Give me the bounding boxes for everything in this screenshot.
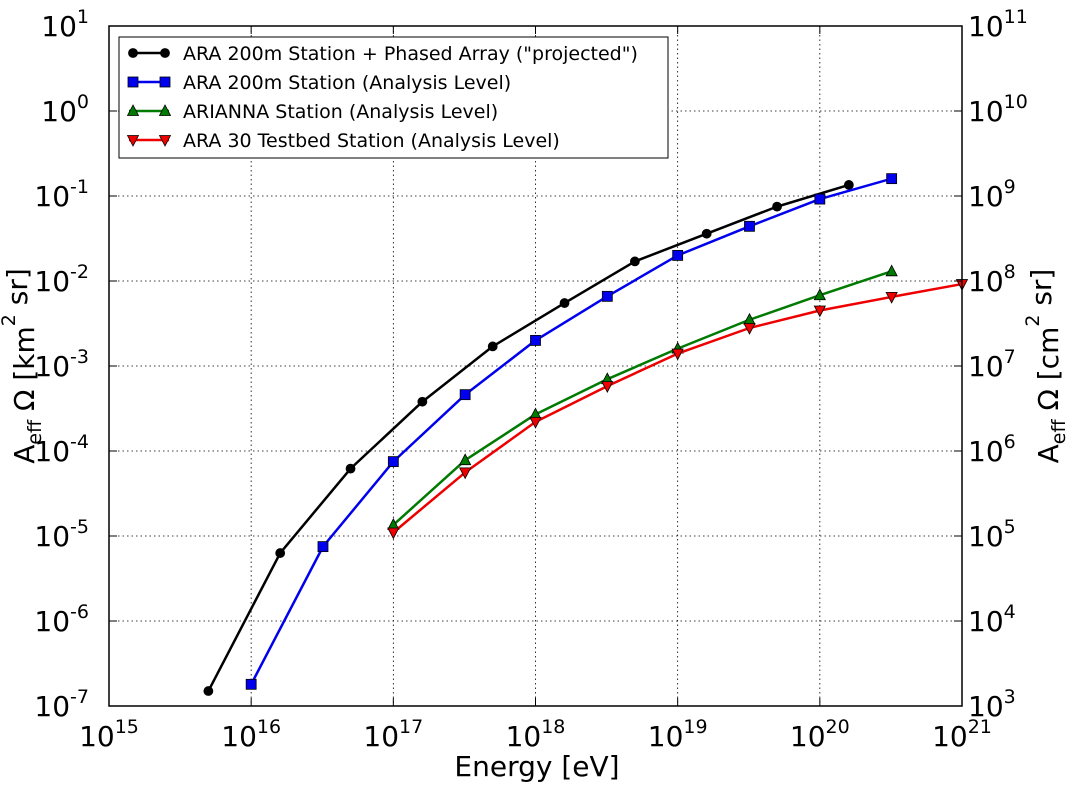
x-tick-label: 1020 xyxy=(790,716,850,753)
legend-marker xyxy=(158,135,172,147)
y-right-tick-label: 106 xyxy=(968,431,1016,468)
legend-marker xyxy=(160,48,170,58)
data-point xyxy=(813,288,826,301)
data-point xyxy=(743,323,756,335)
data-point xyxy=(813,305,826,318)
y-right-tick-label: 109 xyxy=(968,176,1016,213)
x-tick-label: 1017 xyxy=(363,716,423,753)
legend-entry-4: ARA 30 Testbed Station (Analysis Level) xyxy=(126,130,560,152)
legend-marker xyxy=(126,104,140,116)
legend-box xyxy=(118,36,669,159)
y-left-tick-label: 101 xyxy=(41,6,89,43)
legend-entry-3: ARIANNA Station (Analysis Level) xyxy=(126,101,498,123)
x-tick-label: 1019 xyxy=(648,716,708,753)
legend-label: ARA 200m Station (Analysis Level) xyxy=(183,72,511,94)
data-point xyxy=(317,541,329,553)
series-layer xyxy=(203,173,969,696)
y-left-tick-label: 10-1 xyxy=(34,176,89,213)
legend-marker xyxy=(159,76,171,88)
data-point xyxy=(487,341,498,352)
data-point xyxy=(559,298,570,308)
data-point xyxy=(885,264,898,277)
data-point xyxy=(814,193,826,205)
legend-label: ARA 30 Testbed Station (Analysis Level) xyxy=(183,130,560,152)
legend-marker xyxy=(126,135,140,147)
y-left-tick-label: 10-6 xyxy=(34,601,89,638)
series-line xyxy=(250,177,892,685)
data-point xyxy=(387,527,400,540)
legend-marker xyxy=(128,48,138,58)
data-point xyxy=(629,256,640,267)
legend: ARA 200m Station + Phased Array ("projec… xyxy=(118,36,669,159)
data-point xyxy=(275,548,286,558)
tick-labels: 1015 1016 1017 1018 1019 1020 1021 10-7 10-6 10-5… xyxy=(34,6,1027,753)
y-left-tick-label: 10-2 xyxy=(34,261,89,298)
data-point xyxy=(530,335,541,346)
data-point xyxy=(387,456,399,468)
y-right-tick-label: 104 xyxy=(968,601,1016,638)
y-left-tick-label: 10-3 xyxy=(34,346,89,383)
data-point xyxy=(459,389,471,401)
x-tick-label: 1021 xyxy=(932,716,992,753)
data-point xyxy=(671,348,684,361)
y-axis-left-label: Aeff Ω [km2 sr] xyxy=(0,268,46,464)
y-right-tick-label: 1010 xyxy=(968,91,1028,128)
data-point xyxy=(345,463,356,474)
legend-marker xyxy=(158,104,172,116)
legend-entry-1: ARA 200m Station + Phased Array ("projec… xyxy=(128,43,638,65)
y-right-tick-label: 105 xyxy=(968,516,1016,553)
data-point xyxy=(458,453,472,466)
data-point xyxy=(672,250,684,261)
y-right-tick-label: 103 xyxy=(968,686,1016,723)
data-point xyxy=(529,416,542,429)
y-axis-right-label: Aeff Ω [cm2 sr] xyxy=(1022,269,1070,464)
y-right-tick-label: 108 xyxy=(968,261,1016,298)
data-point xyxy=(843,180,854,190)
data-point xyxy=(458,467,472,480)
y-right-tick-label: 107 xyxy=(968,346,1016,383)
data-point xyxy=(885,292,898,304)
y-left-tick-label: 10-5 xyxy=(34,516,89,553)
data-point xyxy=(701,228,712,239)
legend-entry-2: ARA 200m Station (Analysis Level) xyxy=(127,72,511,94)
x-axis-label: Energy [eV] xyxy=(454,750,619,783)
y-left-tick-label: 10-7 xyxy=(34,686,89,723)
data-point xyxy=(886,173,898,185)
series-2 xyxy=(245,173,898,690)
legend-label: ARA 200m Station + Phased Array ("projec… xyxy=(183,43,638,65)
axis-ticks xyxy=(108,25,963,707)
data-point xyxy=(417,396,428,407)
legend-marker xyxy=(127,76,139,88)
y-right-tick-label: 1011 xyxy=(968,6,1028,43)
data-point xyxy=(601,290,613,302)
data-point xyxy=(245,678,257,690)
data-point xyxy=(601,381,614,393)
series-line xyxy=(392,270,893,526)
data-point xyxy=(744,220,755,232)
y-left-tick-label: 10-4 xyxy=(34,431,89,468)
legend-label: ARIANNA Station (Analysis Level) xyxy=(183,101,498,123)
data-point xyxy=(772,201,782,212)
series-1 xyxy=(203,180,854,696)
x-tick-label: 1015 xyxy=(79,716,139,753)
series-line xyxy=(207,183,850,692)
series-4 xyxy=(387,279,969,540)
x-tick-label: 1016 xyxy=(221,716,281,753)
y-left-tick-label: 100 xyxy=(41,91,89,128)
data-point xyxy=(203,686,214,696)
x-tick-label: 1018 xyxy=(506,716,566,753)
